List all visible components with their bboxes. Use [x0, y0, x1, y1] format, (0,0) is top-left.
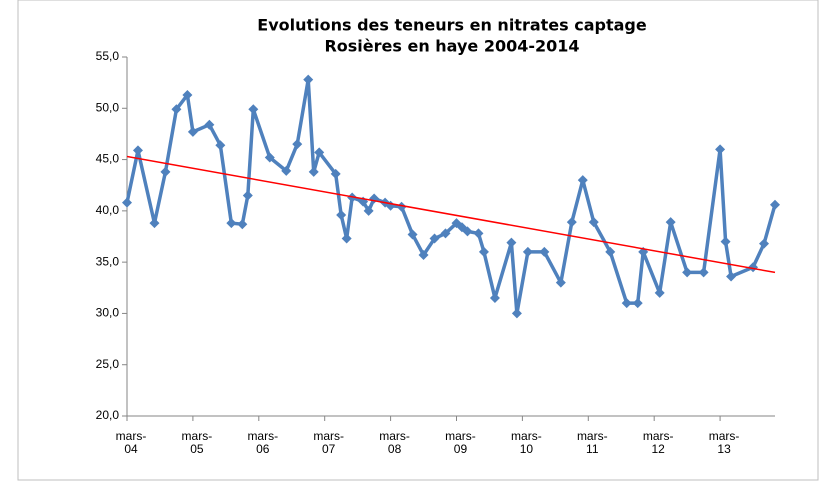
- data-point: [522, 246, 533, 257]
- x-tick-label: mars-06: [247, 429, 279, 456]
- data-point: [160, 166, 171, 177]
- data-point: [698, 267, 709, 278]
- data-point: [303, 74, 314, 85]
- data-point: [418, 249, 429, 260]
- data-point: [308, 166, 319, 177]
- data-point: [506, 237, 517, 248]
- data-point: [149, 218, 160, 229]
- data-point: [330, 168, 341, 179]
- data-point: [605, 246, 616, 257]
- data-point: [242, 190, 253, 201]
- data-point: [682, 267, 693, 278]
- chart-title: Evolutions des teneurs en nitrates capta…: [257, 16, 647, 35]
- data-point: [720, 236, 731, 247]
- data-point: [621, 298, 632, 309]
- x-tick-label: mars-05: [181, 429, 213, 456]
- data-point: [292, 139, 303, 150]
- y-tick-label: 40,0: [96, 203, 120, 217]
- x-tick-label: mars-04: [115, 429, 147, 456]
- data-point: [314, 147, 325, 158]
- x-tick-label: mars-10: [511, 429, 542, 456]
- chart-title: Rosières en haye 2004-2014: [324, 37, 579, 56]
- x-tick-label: mars-11: [576, 429, 608, 456]
- data-point: [588, 217, 599, 228]
- y-tick-label: 20,0: [96, 408, 120, 422]
- x-tick-label: mars-09: [445, 429, 476, 456]
- data-point: [187, 126, 198, 137]
- x-tick-label: mars-12: [642, 429, 674, 456]
- data-point: [215, 140, 226, 151]
- trend-line: [126, 155, 776, 274]
- data-point: [429, 233, 440, 244]
- data-point: [237, 219, 248, 230]
- data-point: [555, 277, 566, 288]
- x-tick-label: mars-07: [313, 429, 345, 456]
- y-tick-label: 55,0: [96, 49, 120, 63]
- data-point: [511, 308, 522, 319]
- data-point: [715, 144, 726, 155]
- data-point: [281, 165, 292, 176]
- data-point: [748, 262, 759, 273]
- data-point: [566, 217, 577, 228]
- y-tick-label: 50,0: [96, 100, 120, 114]
- data-point: [204, 119, 215, 130]
- y-tick-label: 25,0: [96, 357, 120, 371]
- data-point: [171, 104, 182, 115]
- data-point: [539, 246, 550, 257]
- data-point: [473, 228, 484, 239]
- data-point: [132, 145, 143, 156]
- data-point: [182, 89, 193, 100]
- data-point: [440, 228, 451, 239]
- y-tick-label: 35,0: [96, 254, 120, 268]
- data-point: [759, 238, 770, 249]
- x-tick-label: mars-13: [708, 429, 740, 456]
- data-point: [336, 209, 347, 220]
- data-point: [478, 246, 489, 257]
- data-point: [726, 271, 737, 282]
- data-point: [226, 218, 237, 229]
- y-tick-label: 30,0: [96, 306, 120, 320]
- data-point: [341, 233, 352, 244]
- data-point: [632, 298, 643, 309]
- data-point: [654, 287, 665, 298]
- chart-frame: [17, 0, 819, 481]
- data-point: [264, 152, 275, 163]
- data-point: [665, 217, 676, 228]
- data-point: [770, 199, 780, 210]
- data-point: [396, 201, 407, 212]
- data-point: [462, 226, 473, 237]
- data-point: [122, 197, 132, 208]
- x-tick-label: mars-08: [379, 429, 410, 456]
- data-point: [577, 175, 588, 186]
- data-point: [407, 229, 418, 240]
- y-tick-label: 45,0: [96, 152, 120, 166]
- data-point: [248, 104, 259, 115]
- data-point: [363, 205, 374, 216]
- data-point: [489, 293, 500, 304]
